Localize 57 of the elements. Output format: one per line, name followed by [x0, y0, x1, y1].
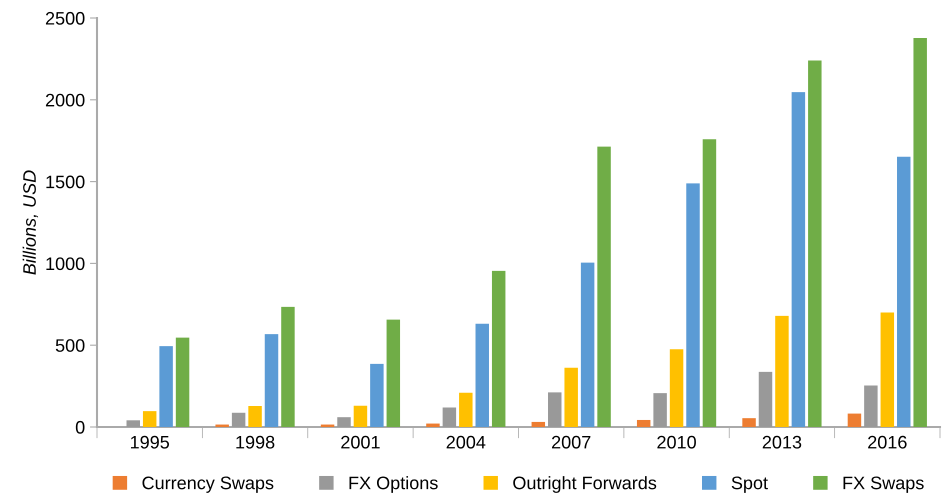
bar: [808, 60, 822, 427]
bar: [686, 183, 700, 427]
bar: [442, 408, 456, 427]
y-tick-label: 0: [76, 420, 84, 434]
bar: [758, 372, 772, 427]
bar: [476, 324, 489, 427]
bar: [370, 364, 384, 427]
bar: [880, 312, 894, 427]
x-tick-label: 2010: [657, 436, 696, 449]
y-tick-label: 1500: [46, 176, 84, 188]
x-tick-label: 2013: [762, 436, 802, 449]
bar: [142, 411, 156, 427]
bar: [459, 392, 473, 427]
bar: [354, 406, 368, 427]
x-tick-label: 2001: [341, 436, 380, 449]
bar: [864, 385, 878, 427]
x-tick-label: 2016: [868, 436, 907, 449]
bar: [248, 406, 262, 427]
bar: [426, 424, 440, 427]
bar: [176, 338, 190, 427]
bar: [492, 270, 506, 427]
bar: [775, 316, 789, 427]
x-tick-label: 1995: [130, 436, 170, 449]
bar: [848, 414, 862, 427]
bar: [564, 368, 578, 427]
bar: [670, 349, 684, 427]
legend-label: FX Options: [350, 476, 438, 493]
x-tick-label: 2004: [446, 436, 486, 449]
y-tick-label: 2500: [46, 12, 84, 25]
bar: [264, 334, 278, 427]
bar: [597, 146, 611, 427]
bar: [548, 392, 562, 427]
bar: [913, 38, 927, 427]
bar: [386, 320, 400, 427]
bar: [792, 92, 806, 427]
bar: [636, 420, 650, 427]
bar: [159, 346, 173, 427]
x-tick-label: 2007: [552, 436, 590, 449]
y-tick-label: 500: [56, 339, 84, 352]
bar: [702, 139, 716, 427]
legend-label: Currency Swaps: [142, 476, 274, 493]
bar: [532, 422, 546, 427]
y-tick-label: 1000: [46, 257, 84, 270]
y-tick-label: 2000: [46, 94, 84, 107]
bar: [232, 412, 246, 427]
legend-label: Outright Forwards: [513, 476, 656, 493]
bar: [742, 418, 756, 427]
bar: [580, 262, 594, 427]
legend-label: FX Swaps: [844, 476, 924, 493]
y-axis-title: Billions, USD: [22, 170, 38, 275]
legend-label: Spot: [732, 476, 768, 493]
bar: [897, 156, 910, 427]
bar: [126, 420, 140, 427]
bar: [281, 306, 295, 427]
bar: [337, 417, 351, 427]
bar: [653, 393, 667, 427]
x-tick-label: 1998: [236, 436, 274, 449]
